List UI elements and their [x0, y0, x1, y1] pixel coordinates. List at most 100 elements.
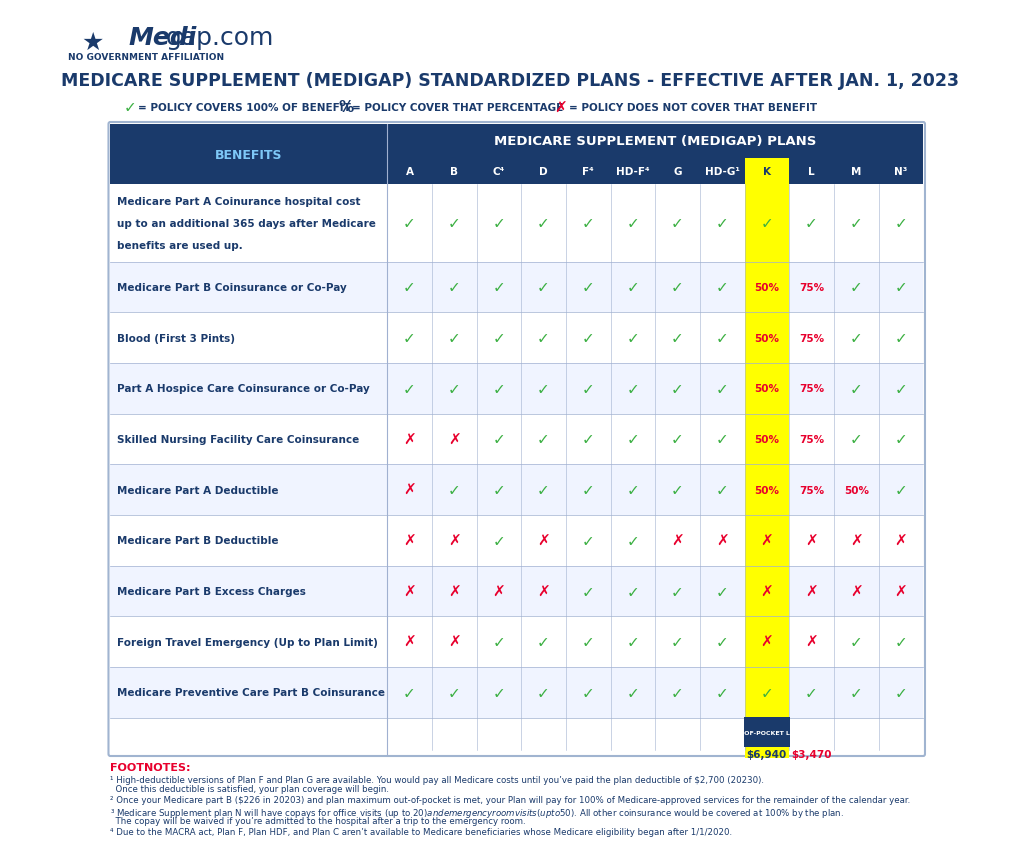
FancyBboxPatch shape [111, 364, 387, 414]
FancyBboxPatch shape [655, 185, 699, 262]
Text: ✗: ✗ [493, 584, 505, 599]
FancyBboxPatch shape [744, 718, 790, 758]
Text: ✓: ✓ [850, 635, 862, 649]
FancyBboxPatch shape [476, 515, 521, 566]
FancyBboxPatch shape [699, 667, 744, 718]
Text: ✓: ✓ [582, 280, 595, 295]
Text: ✓: ✓ [538, 216, 550, 231]
FancyBboxPatch shape [432, 313, 476, 364]
FancyBboxPatch shape [432, 185, 476, 262]
Text: ✓: ✓ [538, 331, 550, 346]
Text: Medicare Part B Excess Charges: Medicare Part B Excess Charges [118, 586, 306, 596]
Text: HD-F⁴: HD-F⁴ [616, 167, 649, 177]
Text: ✓: ✓ [493, 635, 505, 649]
Text: ✗: ✗ [805, 635, 818, 649]
Text: ✓: ✓ [403, 216, 416, 231]
Text: up to an additional 365 days after Medicare: up to an additional 365 days after Medic… [118, 219, 376, 228]
Text: ✓: ✓ [716, 685, 729, 700]
Text: ³ Medicare Supplement plan N will have copays for office visits (up to $20) and : ³ Medicare Supplement plan N will have c… [111, 807, 845, 820]
FancyBboxPatch shape [521, 364, 566, 414]
FancyBboxPatch shape [610, 617, 655, 667]
FancyBboxPatch shape [610, 465, 655, 515]
Text: ✓: ✓ [403, 685, 416, 700]
Text: ✓: ✓ [493, 432, 505, 447]
Text: NO GOVERNMENT AFFILIATION: NO GOVERNMENT AFFILIATION [68, 53, 224, 61]
Text: ✓: ✓ [895, 685, 907, 700]
Text: ✓: ✓ [447, 685, 461, 700]
Text: ✗: ✗ [447, 432, 461, 447]
Text: Blood (First 3 Pints): Blood (First 3 Pints) [118, 333, 236, 343]
Text: 50%: 50% [755, 435, 779, 445]
Text: ✓: ✓ [582, 635, 595, 649]
FancyBboxPatch shape [476, 465, 521, 515]
Text: ✓: ✓ [805, 216, 818, 231]
Text: ✗: ✗ [895, 584, 907, 599]
Text: OUT-OF-POCKET LIMIT: OUT-OF-POCKET LIMIT [728, 729, 806, 734]
Text: G: G [674, 167, 682, 177]
Text: ✗: ✗ [403, 635, 416, 649]
FancyBboxPatch shape [521, 667, 566, 718]
Text: Medi: Medi [128, 26, 197, 50]
FancyBboxPatch shape [521, 566, 566, 617]
FancyBboxPatch shape [111, 566, 387, 617]
Text: N³: N³ [894, 167, 907, 177]
Text: ✓: ✓ [850, 685, 862, 700]
Text: ² Once your Medicare part B ($226 in 20203) and plan maximum out-of-pocket is me: ² Once your Medicare part B ($226 in 202… [111, 796, 910, 804]
FancyBboxPatch shape [387, 125, 924, 158]
FancyBboxPatch shape [834, 465, 879, 515]
Text: ✓: ✓ [895, 331, 907, 346]
Text: L: L [808, 167, 815, 177]
FancyBboxPatch shape [111, 515, 387, 566]
FancyBboxPatch shape [879, 465, 924, 515]
Text: ✓: ✓ [671, 584, 684, 599]
FancyBboxPatch shape [432, 566, 476, 617]
FancyBboxPatch shape [790, 667, 834, 718]
Text: ✓: ✓ [895, 432, 907, 447]
Text: BENEFITS: BENEFITS [215, 148, 283, 162]
Text: Part A Hospice Care Coinsurance or Co-Pay: Part A Hospice Care Coinsurance or Co-Pa… [118, 384, 370, 394]
Text: ✓: ✓ [761, 685, 773, 700]
Text: ✓: ✓ [403, 382, 416, 396]
Text: HD-G¹: HD-G¹ [705, 167, 739, 177]
FancyBboxPatch shape [610, 364, 655, 414]
FancyBboxPatch shape [879, 566, 924, 617]
FancyBboxPatch shape [655, 465, 699, 515]
Text: FOOTNOTES:: FOOTNOTES: [111, 762, 190, 772]
FancyBboxPatch shape [476, 617, 521, 667]
Text: ✓: ✓ [582, 584, 595, 599]
Text: ✓: ✓ [671, 685, 684, 700]
Text: ✓: ✓ [582, 432, 595, 447]
Text: 75%: 75% [799, 283, 824, 292]
FancyBboxPatch shape [879, 262, 924, 313]
FancyBboxPatch shape [879, 617, 924, 667]
Text: ✓: ✓ [582, 685, 595, 700]
FancyBboxPatch shape [387, 262, 432, 313]
Text: ✓: ✓ [850, 331, 862, 346]
FancyBboxPatch shape [432, 414, 476, 465]
FancyBboxPatch shape [432, 262, 476, 313]
FancyBboxPatch shape [610, 262, 655, 313]
Text: ✓: ✓ [895, 280, 907, 295]
FancyBboxPatch shape [566, 364, 610, 414]
FancyBboxPatch shape [790, 465, 834, 515]
FancyBboxPatch shape [834, 364, 879, 414]
FancyBboxPatch shape [790, 313, 834, 364]
Text: ✗: ✗ [538, 584, 550, 599]
FancyBboxPatch shape [521, 465, 566, 515]
Text: ✗: ✗ [761, 584, 773, 599]
Text: ✓: ✓ [716, 584, 729, 599]
FancyBboxPatch shape [879, 414, 924, 465]
FancyBboxPatch shape [790, 364, 834, 414]
FancyBboxPatch shape [699, 262, 744, 313]
Text: Once this deductible is satisfied, your plan coverage will begin.: Once this deductible is satisfied, your … [111, 785, 389, 793]
Text: ✓: ✓ [850, 280, 862, 295]
Text: ✗: ✗ [538, 533, 550, 548]
FancyBboxPatch shape [655, 313, 699, 364]
Text: ✗: ✗ [895, 533, 907, 548]
FancyBboxPatch shape [834, 185, 879, 262]
Text: MEDICARE SUPPLEMENT (MEDIGAP) STANDARDIZED PLANS - EFFECTIVE AFTER JAN. 1, 2023: MEDICARE SUPPLEMENT (MEDIGAP) STANDARDIZ… [60, 72, 958, 90]
Text: ✓: ✓ [895, 382, 907, 396]
Text: ✓: ✓ [538, 685, 550, 700]
Text: ✗: ✗ [805, 584, 818, 599]
Text: ✓: ✓ [447, 382, 461, 396]
